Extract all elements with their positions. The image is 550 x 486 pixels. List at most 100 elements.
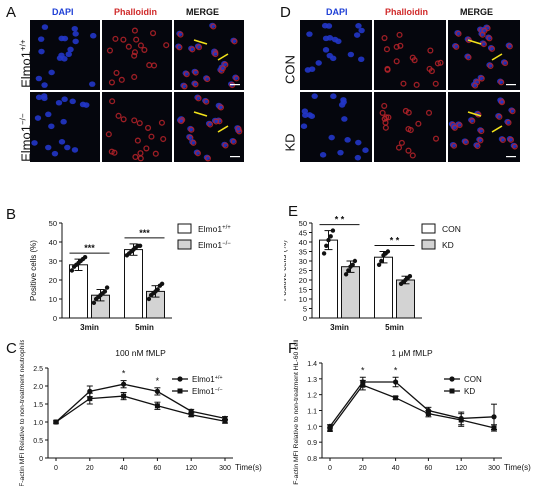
data-point bbox=[346, 268, 351, 273]
header-dapi-left: DAPI bbox=[52, 7, 74, 17]
grid-right-nucleus bbox=[504, 118, 511, 125]
data-point bbox=[343, 272, 349, 277]
significance-stars: * * bbox=[335, 215, 345, 225]
grid-right-arrow bbox=[491, 53, 503, 61]
x-tick-label: 120 bbox=[185, 465, 197, 472]
grid-right-actin bbox=[381, 102, 388, 109]
y-tick-label: 1.4 bbox=[307, 361, 317, 368]
grid-left-actin bbox=[131, 73, 138, 81]
bar bbox=[374, 256, 393, 319]
grid-left-nucleus bbox=[38, 48, 45, 55]
grid-right-nucleus bbox=[354, 154, 362, 161]
grid-left-actin bbox=[190, 139, 197, 146]
grid-left-actin bbox=[176, 44, 183, 51]
grid-right-actin bbox=[499, 136, 506, 144]
grid-left-actin bbox=[137, 155, 144, 162]
grid-left-actin bbox=[207, 121, 214, 128]
grid-left-nucleus bbox=[45, 111, 52, 118]
y-tick-label: 1.0 bbox=[33, 420, 43, 427]
grid-left-actin bbox=[137, 42, 144, 49]
chart-title: 1 μM fMLP bbox=[391, 348, 433, 358]
legend-swatch bbox=[421, 239, 436, 250]
grid-right-actin bbox=[425, 109, 433, 116]
grid-left-nucleus bbox=[234, 125, 241, 131]
legend-label: KD bbox=[442, 240, 454, 250]
data-point bbox=[53, 419, 59, 425]
grid-left-nucleus bbox=[175, 43, 182, 50]
grid-right-nucleus bbox=[319, 152, 327, 158]
grid-left-nucleus bbox=[31, 140, 38, 146]
grid-right-actin bbox=[481, 27, 488, 34]
grid-left-nucleus bbox=[35, 94, 43, 101]
data-point bbox=[458, 417, 464, 423]
data-point bbox=[121, 381, 127, 387]
data-point bbox=[376, 262, 382, 267]
grid-left-actin bbox=[213, 118, 220, 125]
grid-right-nucleus bbox=[497, 98, 505, 104]
grid-right-nucleus bbox=[362, 147, 369, 154]
y-tick-label: 50 bbox=[299, 219, 307, 228]
bar bbox=[124, 249, 143, 319]
grid-left-actin bbox=[152, 150, 159, 157]
grid-left-nucleus bbox=[48, 69, 55, 76]
grid-right-actin bbox=[393, 43, 400, 50]
x-tick-label: 0 bbox=[328, 465, 332, 472]
grid-left-nucleus bbox=[60, 118, 67, 125]
grid-left-nucleus bbox=[186, 133, 193, 140]
grid-right-actin bbox=[393, 58, 400, 65]
grid-left-nucleus bbox=[229, 137, 236, 144]
header-merge-left: MERGE bbox=[186, 7, 220, 17]
grid-left-nucleus bbox=[41, 24, 49, 30]
grid-right-nucleus bbox=[500, 59, 508, 65]
data-point bbox=[188, 412, 194, 418]
grid-right-actin bbox=[437, 59, 444, 66]
y-tick-label: 0 bbox=[303, 314, 307, 323]
legend-marker bbox=[449, 376, 455, 382]
y-tick-label: 15 bbox=[299, 286, 307, 295]
grid-left-actin bbox=[160, 135, 167, 143]
grid-left-nucleus bbox=[45, 144, 52, 151]
grid-left-actin bbox=[178, 118, 185, 125]
chart-f-line: 1 μM fMLP 0.8 0.9 1.0 1.1 1.2 1.3 1.4 0 20 40 60 120… bbox=[293, 340, 531, 485]
grid-right-nucleus bbox=[510, 142, 518, 149]
grid-right-actin bbox=[506, 43, 513, 50]
data-point bbox=[328, 234, 333, 239]
grid-right-actin bbox=[472, 82, 479, 89]
grid-right-nucleus bbox=[358, 56, 365, 63]
grid-left-actin bbox=[120, 116, 127, 123]
grid-left-actin bbox=[189, 46, 196, 53]
y-tick-label: 45 bbox=[299, 229, 307, 238]
data-point bbox=[121, 393, 127, 399]
data-point bbox=[82, 255, 88, 260]
y-tick-label: 40 bbox=[49, 238, 57, 247]
grid-right-actin bbox=[409, 54, 416, 61]
grid-right-nucleus bbox=[461, 138, 469, 144]
significance-star: * bbox=[122, 369, 126, 379]
grid-right-actin bbox=[498, 79, 505, 86]
grid-right-actin bbox=[453, 43, 460, 50]
grid-left-actin bbox=[177, 31, 184, 38]
panel-label-e: E bbox=[288, 203, 299, 220]
grid-right-actin bbox=[381, 35, 388, 42]
y-axis-label: Positive cells (%) bbox=[29, 240, 38, 301]
grid-left-nucleus bbox=[216, 103, 224, 110]
grid-left-actin bbox=[188, 126, 195, 133]
grid-left-nucleus bbox=[176, 117, 184, 123]
grid-right-nucleus bbox=[302, 112, 309, 119]
legend-label: KD bbox=[464, 387, 475, 396]
grid-right-actin bbox=[465, 37, 472, 44]
data-point bbox=[146, 296, 152, 302]
grid-right-nucleus bbox=[328, 134, 335, 141]
chart-b-bar: 0 10 20 30 40 50 Positive cells (%) 3min *** 5min… bbox=[29, 219, 231, 332]
grid-left-actin bbox=[219, 65, 226, 72]
grid-right-actin bbox=[480, 41, 487, 48]
grid-right-nucleus bbox=[480, 26, 487, 33]
grid-left-nucleus bbox=[191, 80, 198, 87]
legend-marker bbox=[177, 388, 183, 394]
grid-left-nucleus bbox=[176, 30, 183, 37]
grid-left-actin bbox=[233, 75, 240, 82]
grid-left-actin bbox=[148, 133, 155, 140]
grid-right-image-1 bbox=[374, 20, 446, 90]
grid-right-scale-bar bbox=[506, 156, 516, 158]
